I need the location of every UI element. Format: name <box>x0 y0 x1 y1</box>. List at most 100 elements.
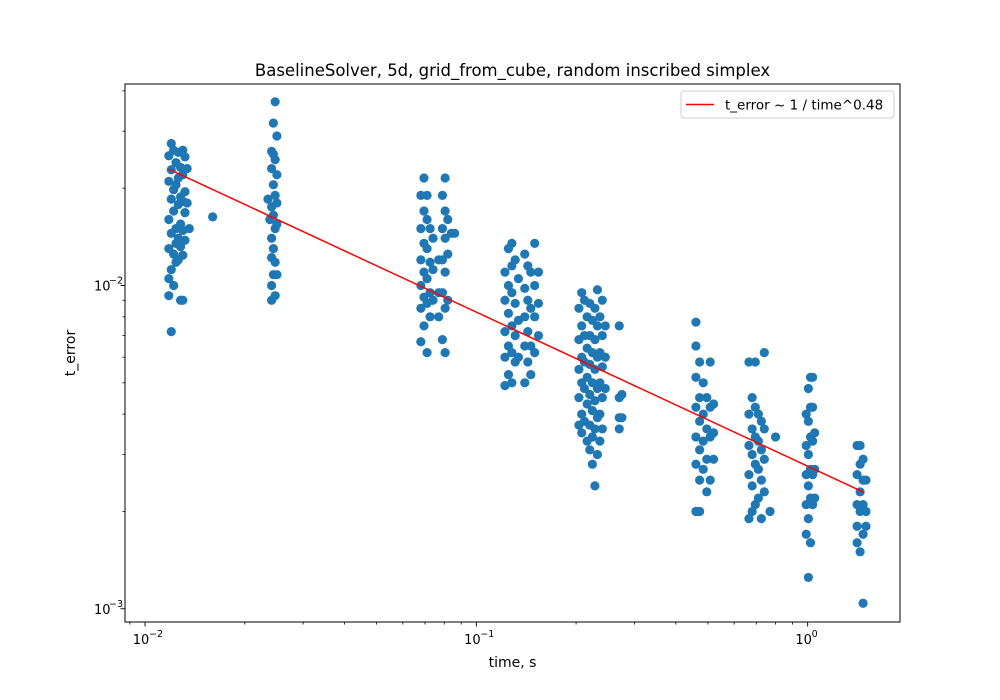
data-point-260 <box>747 506 757 517</box>
data-point-255 <box>744 514 754 524</box>
data-point-44 <box>184 223 194 234</box>
data-point-288 <box>803 481 813 491</box>
data-point-39 <box>180 187 190 197</box>
data-point-43 <box>182 198 192 208</box>
data-point-189 <box>587 406 597 416</box>
data-point-289 <box>803 514 813 524</box>
chart-title: BaselineSolver, 5d, grid_from_cube, rand… <box>255 61 770 81</box>
data-point-322 <box>861 521 871 531</box>
x-tick-exponent-1: −1 <box>480 629 494 640</box>
x-axis: 10 −2 10 −1 10 0 <box>129 622 818 648</box>
x-tick-label-2: 10 <box>795 633 812 648</box>
data-point-223 <box>691 317 701 327</box>
data-point-226 <box>691 402 701 412</box>
data-point-118 <box>500 327 510 337</box>
data-point-206 <box>595 378 605 388</box>
data-point-152 <box>530 238 540 248</box>
data-point-270 <box>756 416 766 426</box>
data-point-259 <box>747 481 757 491</box>
x-tick-label-0: 10 <box>133 633 150 648</box>
data-point-285 <box>803 383 813 394</box>
data-point-190 <box>587 432 597 442</box>
data-point-178 <box>582 399 592 409</box>
data-point-59 <box>268 244 278 254</box>
data-point-79 <box>419 206 429 216</box>
y-axis: 10−310−2 <box>94 90 125 618</box>
data-point-162 <box>574 392 584 403</box>
data-point-90 <box>425 223 435 234</box>
data-point-261 <box>750 357 760 367</box>
data-point-49 <box>267 163 277 174</box>
data-point-304 <box>810 493 820 503</box>
data-point-235 <box>695 506 705 517</box>
data-point-153 <box>530 280 540 291</box>
data-point-296 <box>805 538 816 548</box>
data-point-109 <box>440 303 450 313</box>
data-point-65 <box>270 257 280 267</box>
data-point-61 <box>270 97 280 107</box>
data-point-242 <box>702 454 712 464</box>
data-point-309 <box>852 538 862 548</box>
data-point-212 <box>597 392 607 403</box>
data-point-139 <box>520 249 530 259</box>
y-axis-label: t_error <box>63 330 79 377</box>
data-point-100 <box>437 190 448 200</box>
data-point-149 <box>526 303 536 313</box>
data-point-133 <box>510 298 520 309</box>
data-point-284 <box>801 529 811 539</box>
data-point-70 <box>272 219 282 229</box>
data-point-310 <box>855 440 865 451</box>
data-point-183 <box>585 389 595 400</box>
data-point-276 <box>759 454 769 464</box>
data-point-74 <box>416 255 426 265</box>
data-point-5 <box>164 291 174 301</box>
data-point-250 <box>708 454 719 464</box>
data-point-198 <box>592 285 603 295</box>
data-point-77 <box>416 337 426 347</box>
data-point-251 <box>744 357 754 367</box>
data-point-111 <box>443 214 453 225</box>
data-point-267 <box>753 436 763 446</box>
data-point-274 <box>759 348 769 358</box>
data-point-220 <box>614 424 624 434</box>
data-point-164 <box>577 288 587 298</box>
data-point-268 <box>753 464 763 474</box>
data-point-203 <box>592 449 603 460</box>
data-point-314 <box>855 547 865 557</box>
data-point-266 <box>753 409 763 419</box>
data-point-257 <box>747 424 757 434</box>
data-point-105 <box>440 173 450 183</box>
data-point-96 <box>428 295 438 305</box>
data-point-145 <box>523 295 533 305</box>
data-point-204 <box>595 312 605 322</box>
data-point-131 <box>507 378 517 388</box>
data-point-116 <box>500 267 510 277</box>
data-point-241 <box>702 424 712 434</box>
data-point-55 <box>268 118 278 128</box>
data-point-148 <box>526 267 536 277</box>
plot-frame <box>124 83 901 623</box>
data-point-119 <box>500 352 510 362</box>
data-point-138 <box>513 352 524 362</box>
data-point-141 <box>520 312 530 322</box>
data-point-318 <box>858 529 868 539</box>
data-point-275 <box>759 424 769 434</box>
data-point-120 <box>500 381 510 391</box>
legend-box <box>680 90 895 119</box>
data-point-45 <box>208 212 218 222</box>
data-point-36 <box>178 250 188 260</box>
data-point-320 <box>861 475 871 485</box>
data-point-217 <box>614 321 624 331</box>
data-point-213 <box>597 424 607 434</box>
data-point-51 <box>267 233 277 243</box>
data-point-126 <box>507 238 517 248</box>
data-point-69 <box>272 198 282 208</box>
data-point-115 <box>450 228 460 238</box>
data-point-210 <box>597 330 607 341</box>
data-point-106 <box>440 206 450 216</box>
data-point-140 <box>520 283 530 293</box>
data-point-104 <box>437 335 448 345</box>
data-point-278 <box>765 506 775 517</box>
data-point-156 <box>533 267 544 277</box>
